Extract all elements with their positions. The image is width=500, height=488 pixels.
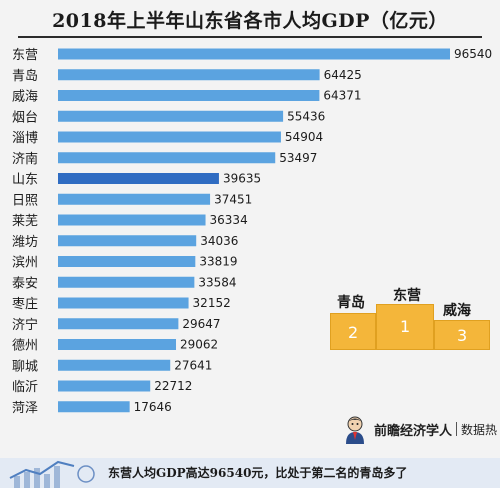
- data-label: 33584: [198, 275, 236, 289]
- bar: [58, 110, 284, 122]
- category-label: 烟台: [12, 110, 38, 125]
- bar: [58, 401, 130, 413]
- bar: [58, 131, 281, 143]
- data-label: 37451: [214, 192, 252, 206]
- brand-name: 前瞻经济学人: [374, 423, 453, 439]
- data-label: 34036: [200, 234, 238, 248]
- data-label: 54904: [285, 130, 323, 144]
- data-label: 17646: [134, 400, 172, 414]
- brand-tag: 数据热: [461, 422, 498, 437]
- category-label: 日照: [12, 193, 38, 208]
- economist-avatar-icon: [346, 416, 364, 444]
- category-label: 莱芜: [12, 214, 38, 229]
- bar: [58, 276, 195, 288]
- podium-first-block: 1: [376, 304, 434, 350]
- bar: [58, 90, 320, 101]
- category-label: 德州: [12, 339, 38, 354]
- data-label: 36334: [210, 213, 248, 227]
- category-label: 临沂: [12, 380, 38, 395]
- category-label: 菏泽: [12, 401, 38, 416]
- data-label: 32152: [193, 296, 231, 310]
- bar: [58, 235, 197, 247]
- bar: [58, 214, 206, 226]
- data-label: 96540: [454, 47, 492, 61]
- bar: [58, 339, 177, 350]
- bar: [58, 359, 171, 371]
- bar: [58, 69, 320, 81]
- bar: [58, 297, 189, 309]
- data-label: 64371: [323, 89, 361, 103]
- podium-third-block: 3: [434, 320, 490, 350]
- category-label: 济南: [12, 151, 38, 167]
- data-label: 64425: [324, 68, 362, 82]
- title-underline: [18, 36, 482, 38]
- data-label: 29647: [182, 317, 220, 331]
- category-label: 枣庄: [12, 296, 38, 312]
- bar: [58, 318, 179, 330]
- category-label: 淄博: [12, 131, 38, 146]
- bar: [58, 193, 211, 205]
- brand-separator: [456, 422, 458, 436]
- category-label: 青岛: [12, 68, 38, 84]
- bar: [58, 48, 450, 60]
- footer-banner: 东营人均GDP高达96540元，比处于第二名的青岛多了: [0, 458, 500, 488]
- chart-title: 2018年上半年山东省各市人均GDP（亿元）: [52, 10, 448, 32]
- category-label: 泰安: [12, 276, 38, 291]
- category-label: 东营: [12, 48, 38, 63]
- data-label: 33819: [199, 255, 237, 269]
- data-label: 39635: [223, 172, 261, 186]
- category-label: 滨州: [12, 255, 38, 271]
- bar: [58, 256, 196, 267]
- trend-chart-icon: [9, 460, 95, 488]
- data-label: 27641: [174, 358, 212, 372]
- bar: [58, 173, 219, 184]
- podium-third-rank: 3: [457, 326, 468, 345]
- category-label: 潍坊: [12, 235, 38, 250]
- bar: [58, 380, 151, 392]
- podium-second-block: 2: [330, 313, 376, 350]
- podium-first-name: 东营: [393, 288, 421, 304]
- brand-signature: 前瞻经济学人 数据热: [340, 414, 497, 444]
- bar: [58, 152, 276, 164]
- data-label: 29062: [180, 338, 218, 352]
- bar-chart: 东营 96540 青岛 64425 威海 64371 烟台 55436 淄博 54904 济南 534…: [12, 47, 492, 416]
- data-label: 22712: [154, 379, 192, 393]
- footer-text: 东营人均GDP高达96540元，比处于第二名的青岛多了: [108, 466, 408, 480]
- podium-second-name: 青岛: [337, 295, 365, 311]
- data-label: 53497: [279, 151, 317, 165]
- podium-second-rank: 2: [348, 323, 359, 342]
- data-label: 55436: [287, 109, 325, 123]
- category-label: 济宁: [12, 317, 38, 333]
- category-label: 聊城: [12, 359, 38, 374]
- category-label: 山东: [12, 173, 38, 188]
- category-label: 威海: [12, 90, 38, 105]
- podium-first-rank: 1: [400, 317, 411, 336]
- podium-third-name: 威海: [443, 303, 471, 319]
